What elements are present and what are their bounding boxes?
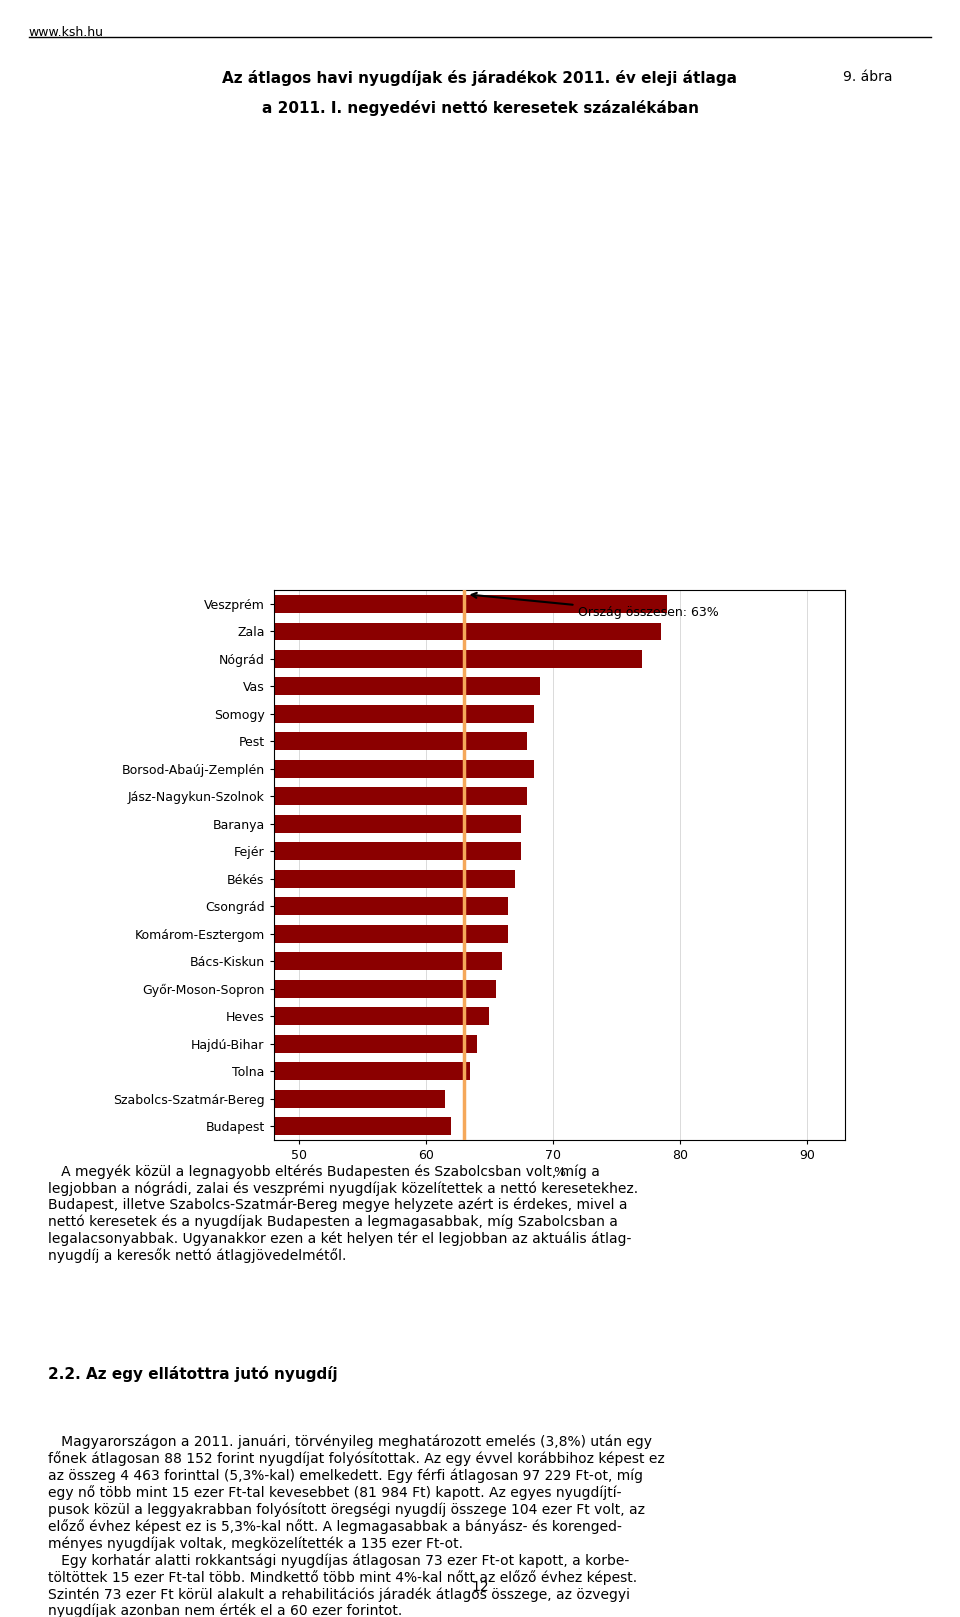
Bar xyxy=(0,1007,490,1025)
Bar xyxy=(0,1035,477,1053)
Bar xyxy=(0,650,641,668)
Bar xyxy=(0,1090,444,1108)
Bar xyxy=(0,595,667,613)
Bar xyxy=(0,870,515,888)
Text: Magyarországon a 2011. januári, törvényileg meghatározott emelés (3,8%) után egy: Magyarországon a 2011. januári, törvényi… xyxy=(48,1434,664,1617)
Bar xyxy=(0,623,660,640)
Bar xyxy=(0,980,495,998)
Bar xyxy=(0,1062,470,1080)
Text: 2.2. Az egy ellátottra jutó nyugdíj: 2.2. Az egy ellátottra jutó nyugdíj xyxy=(48,1366,338,1383)
Text: Az átlagos havi nyugdíjak és járadékok 2011. év eleji átlaga: Az átlagos havi nyugdíjak és járadékok 2… xyxy=(223,70,737,86)
Bar xyxy=(0,787,527,805)
Text: www.ksh.hu: www.ksh.hu xyxy=(29,26,104,39)
Bar xyxy=(0,760,534,778)
Bar xyxy=(0,815,521,833)
Text: 12: 12 xyxy=(471,1580,489,1594)
Bar xyxy=(0,733,527,750)
Text: Ország összesen: 63%: Ország összesen: 63% xyxy=(471,593,719,619)
Bar xyxy=(0,897,509,915)
X-axis label: %: % xyxy=(553,1166,565,1179)
Bar xyxy=(0,925,509,943)
Bar xyxy=(0,842,521,860)
Bar xyxy=(0,1117,451,1135)
Text: a 2011. I. negyedévi nettó keresetek százalékában: a 2011. I. negyedévi nettó keresetek szá… xyxy=(261,100,699,116)
Bar xyxy=(0,705,534,723)
Bar xyxy=(0,678,540,695)
Bar xyxy=(0,952,502,970)
Text: A megyék közül a legnagyobb eltérés Budapesten és Szabolcsban volt, míg a
legjob: A megyék közül a legnagyobb eltérés Buda… xyxy=(48,1164,638,1263)
Text: 9. ábra: 9. ábra xyxy=(843,70,893,84)
